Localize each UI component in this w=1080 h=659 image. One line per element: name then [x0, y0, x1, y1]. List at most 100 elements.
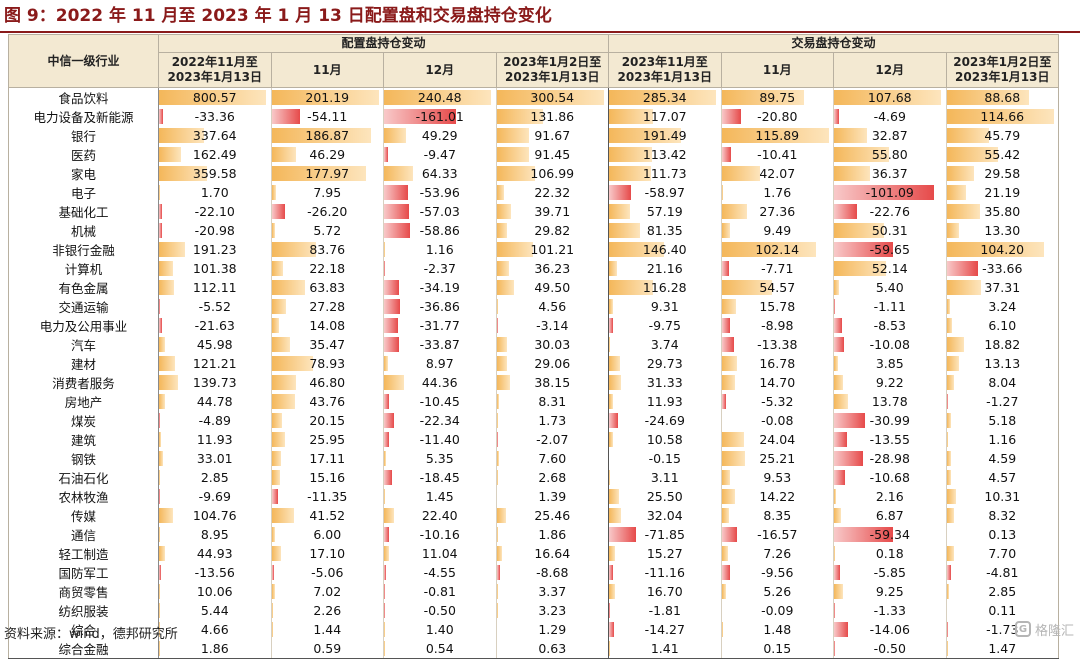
value-cell: 1.29 [496, 620, 609, 639]
cell-value: 44.93 [159, 545, 271, 563]
value-cell: 7.26 [721, 544, 834, 563]
value-cell: -3.14 [496, 316, 609, 335]
cell-value: 131.86 [497, 108, 609, 126]
cell-value: 8.31 [497, 393, 609, 411]
column-header: 12月 [384, 53, 497, 88]
industry-name: 家电 [9, 164, 159, 183]
column-header: 11月 [721, 53, 834, 88]
cell-value: 46.29 [272, 146, 384, 164]
cell-value: 0.59 [272, 640, 384, 658]
value-cell: 8.31 [496, 392, 609, 411]
cell-value: 114.66 [947, 108, 1059, 126]
cell-value: 6.00 [272, 526, 384, 544]
value-cell: 5.72 [271, 221, 384, 240]
cell-value: 8.95 [159, 526, 271, 544]
cell-value: 5.72 [272, 222, 384, 240]
value-cell: 43.76 [271, 392, 384, 411]
cell-value: -58.97 [609, 184, 721, 202]
value-cell: -9.47 [384, 145, 497, 164]
cell-value: -22.10 [159, 203, 271, 221]
cell-value: 89.75 [722, 89, 834, 107]
value-cell: 10.06 [159, 582, 272, 601]
cell-value: -28.98 [834, 450, 946, 468]
value-cell: -8.68 [496, 563, 609, 582]
value-cell: 177.97 [271, 164, 384, 183]
cell-value: -10.68 [834, 469, 946, 487]
cell-value: -59.65 [834, 241, 946, 259]
cell-value: -10.41 [722, 146, 834, 164]
cell-value: 104.76 [159, 507, 271, 525]
cell-value: 2.26 [272, 602, 384, 620]
cell-value: -5.85 [834, 564, 946, 582]
value-cell: 116.28 [609, 278, 722, 297]
cell-value: 7.70 [947, 545, 1059, 563]
cell-value: 43.76 [272, 393, 384, 411]
value-cell: -34.19 [384, 278, 497, 297]
value-cell: 29.73 [609, 354, 722, 373]
cell-value: 102.14 [722, 241, 834, 259]
value-cell: 15.78 [721, 297, 834, 316]
cell-value: 91.45 [497, 146, 609, 164]
value-cell: 8.35 [721, 506, 834, 525]
cell-value: -31.77 [384, 317, 496, 335]
cell-value: 1.73 [497, 412, 609, 430]
value-cell: -22.34 [384, 411, 497, 430]
cell-value: -26.20 [272, 203, 384, 221]
cell-value: 107.68 [834, 89, 946, 107]
cell-value: 9.22 [834, 374, 946, 392]
value-cell: 81.35 [609, 221, 722, 240]
cell-value: -34.19 [384, 279, 496, 297]
cell-value: -20.80 [722, 108, 834, 126]
value-cell: 3.11 [609, 468, 722, 487]
cell-value: 31.33 [609, 374, 721, 392]
value-cell: 2.68 [496, 468, 609, 487]
industry-name: 电力设备及新能源 [9, 107, 159, 126]
cell-value: 36.37 [834, 165, 946, 183]
cell-value: -71.85 [609, 526, 721, 544]
value-cell: 15.27 [609, 544, 722, 563]
cell-value: 1.16 [947, 431, 1059, 449]
value-cell: -4.89 [159, 411, 272, 430]
cell-value: 78.93 [272, 355, 384, 373]
cell-value: 16.70 [609, 583, 721, 601]
cell-value: -9.69 [159, 488, 271, 506]
cell-value: 11.93 [159, 431, 271, 449]
watermark: G 格隆汇 [1015, 618, 1074, 640]
value-cell: 5.26 [721, 582, 834, 601]
value-cell: -8.98 [721, 316, 834, 335]
value-cell: -1.33 [834, 601, 947, 620]
cell-value: 2.85 [159, 469, 271, 487]
value-cell: -21.63 [159, 316, 272, 335]
cell-value: 7.95 [272, 184, 384, 202]
value-cell: 131.86 [496, 107, 609, 126]
value-cell: 36.37 [834, 164, 947, 183]
value-cell: 104.20 [946, 240, 1059, 259]
cell-value: 1.48 [722, 621, 834, 639]
value-cell: 29.06 [496, 354, 609, 373]
value-cell: 1.70 [159, 183, 272, 202]
cell-value: 18.82 [947, 336, 1059, 354]
cell-value: 15.78 [722, 298, 834, 316]
cell-value: 285.34 [609, 89, 721, 107]
cell-value: -18.45 [384, 469, 496, 487]
industry-name: 轻工制造 [9, 544, 159, 563]
value-cell: 5.35 [384, 449, 497, 468]
value-cell: 1.16 [384, 240, 497, 259]
cell-value: 57.19 [609, 203, 721, 221]
value-cell: 44.36 [384, 373, 497, 392]
value-cell: 115.89 [721, 126, 834, 145]
cell-value: 38.15 [497, 374, 609, 392]
industry-name: 电子 [9, 183, 159, 202]
cell-value: 191.23 [159, 241, 271, 259]
value-cell: 46.80 [271, 373, 384, 392]
cell-value: -2.37 [384, 260, 496, 278]
value-cell: 4.56 [496, 297, 609, 316]
cell-value: 8.97 [384, 355, 496, 373]
value-cell: 24.04 [721, 430, 834, 449]
value-cell: -1.11 [834, 297, 947, 316]
